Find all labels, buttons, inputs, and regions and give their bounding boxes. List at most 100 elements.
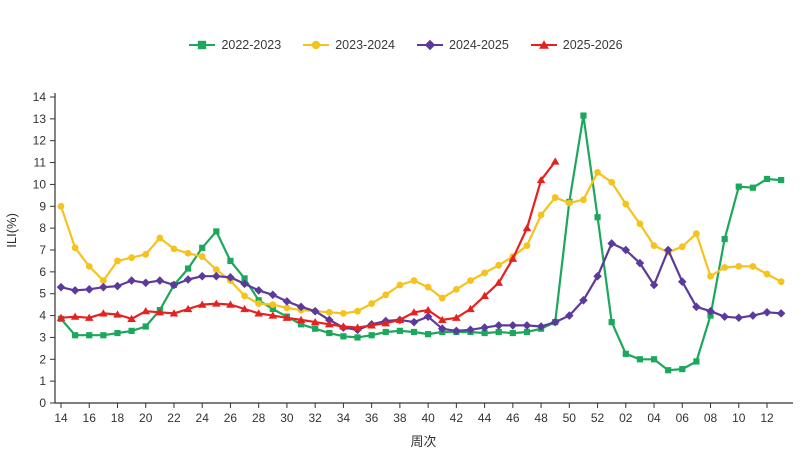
circle-marker-icon — [170, 245, 178, 253]
triangle-marker-icon — [508, 254, 518, 262]
circle-marker-icon — [495, 261, 503, 269]
series-2025-2026 — [56, 157, 560, 331]
circle-marker-icon — [156, 234, 164, 242]
square-marker-icon — [425, 331, 432, 338]
x-tick-label: 30 — [280, 411, 294, 425]
square-marker-icon — [665, 367, 672, 374]
diamond-marker-icon — [522, 321, 532, 330]
square-marker-icon — [410, 328, 418, 336]
circle-marker-icon — [608, 178, 616, 186]
series-line-2022-2023 — [59, 114, 783, 372]
chart-legend: 2022-2023 2023-2024 2024-2025 2025-2026 — [0, 38, 812, 52]
circle-marker-icon — [467, 277, 474, 284]
circle-marker-icon — [523, 242, 531, 250]
square-marker-icon — [326, 329, 333, 337]
square-marker-icon — [213, 228, 220, 235]
x-tick-label: 38 — [393, 411, 407, 425]
series-line-2025-2026 — [59, 160, 557, 329]
triangle-marker-icon — [169, 309, 179, 317]
circle-marker-icon — [128, 254, 136, 262]
y-tick-label: 11 — [34, 156, 47, 170]
diamond-marker-icon — [593, 271, 602, 281]
diamond-marker-icon — [70, 286, 80, 295]
diamond-marker-icon — [409, 317, 419, 327]
x-tick-label: 48 — [534, 411, 548, 425]
circle-marker-icon — [71, 244, 79, 252]
series-2024-2025 — [56, 239, 786, 336]
square-marker-icon — [128, 327, 135, 334]
legend-label: 2025-2026 — [562, 38, 623, 52]
circle-marker-icon — [340, 309, 347, 317]
square-marker-icon — [735, 183, 742, 190]
diamond-marker-icon — [649, 280, 659, 290]
x-tick-label: 46 — [506, 411, 520, 425]
triangle-marker-icon — [268, 311, 278, 319]
circle-marker-icon — [114, 257, 121, 265]
legend-item-2023-2024[interactable]: 2023-2024 — [303, 38, 395, 52]
x-tick-label: 40 — [421, 411, 435, 425]
y-axis-title: ILI(%) — [4, 212, 19, 248]
x-tick-label: 26 — [224, 411, 238, 425]
diamond-marker-icon — [579, 295, 588, 305]
diamond-marker-icon — [282, 297, 292, 306]
triangle-marker-icon — [84, 313, 94, 321]
square-marker-icon — [269, 305, 276, 313]
triangle-marker-icon — [452, 313, 461, 321]
circle-marker-icon — [99, 277, 107, 284]
square-marker-icon — [312, 325, 319, 332]
square-marker-icon — [778, 176, 785, 184]
diamond-marker-icon — [452, 326, 461, 336]
y-tick-label: 6 — [39, 265, 46, 279]
y-tick-label: 0 — [39, 396, 46, 410]
square-marker-icon — [707, 312, 714, 319]
triangle-marker-icon — [141, 307, 151, 315]
diamond-marker-icon — [480, 323, 489, 332]
circle-marker-icon — [241, 292, 248, 300]
circle-marker-icon — [438, 294, 446, 302]
diamond-marker-icon — [437, 324, 447, 333]
square-marker-icon — [509, 329, 516, 337]
diamond-marker-icon — [240, 279, 249, 289]
circle-marker-icon — [537, 211, 545, 219]
square-marker-icon — [227, 257, 234, 265]
triangle-marker-icon — [494, 278, 504, 286]
diamond-marker-icon — [324, 315, 334, 325]
x-tick-label: 22 — [167, 411, 181, 425]
diamond-marker-icon — [734, 313, 744, 323]
square-marker-icon — [142, 323, 149, 330]
circle-marker-icon — [721, 264, 729, 271]
legend-item-2024-2025[interactable]: 2024-2025 — [417, 38, 509, 52]
x-tick-label: 08 — [704, 411, 718, 425]
circle-marker-icon — [763, 270, 771, 278]
triangle-marker-icon — [339, 322, 348, 330]
square-marker-icon — [693, 358, 700, 365]
triangle-marker-icon — [296, 315, 306, 324]
legend-item-2025-2026[interactable]: 2025-2026 — [530, 38, 623, 52]
series-line-2024-2025 — [59, 242, 783, 332]
legend-item-2022-2023[interactable]: 2022-2023 — [189, 38, 281, 52]
x-tick-label: 32 — [308, 411, 322, 425]
x-tick-label: 16 — [83, 411, 97, 425]
y-tick-label: 10 — [33, 177, 47, 191]
triangle-marker-icon — [409, 308, 419, 316]
triangle-marker-icon — [536, 175, 546, 184]
diamond-marker-icon — [748, 311, 758, 320]
square-marker-icon — [184, 265, 192, 272]
circle-marker-icon — [622, 200, 630, 208]
circle-marker-icon — [396, 281, 404, 289]
square-marker-icon — [608, 319, 615, 326]
y-tick-label: 2 — [39, 352, 46, 366]
diamond-marker-icon — [635, 258, 645, 268]
diamond-marker-icon — [550, 317, 560, 327]
diamond-marker-icon — [621, 245, 631, 255]
x-tick-label: 44 — [478, 411, 492, 425]
diamond-marker-icon — [466, 325, 475, 335]
square-marker-icon — [721, 235, 728, 243]
circle-marker-icon — [580, 196, 587, 204]
diamond-marker-icon — [155, 276, 165, 285]
square-marker-icon — [495, 328, 502, 336]
triangle-marker-icon — [423, 306, 433, 314]
triangle-marker-icon — [254, 309, 263, 317]
x-tick-label: 02 — [619, 411, 633, 425]
